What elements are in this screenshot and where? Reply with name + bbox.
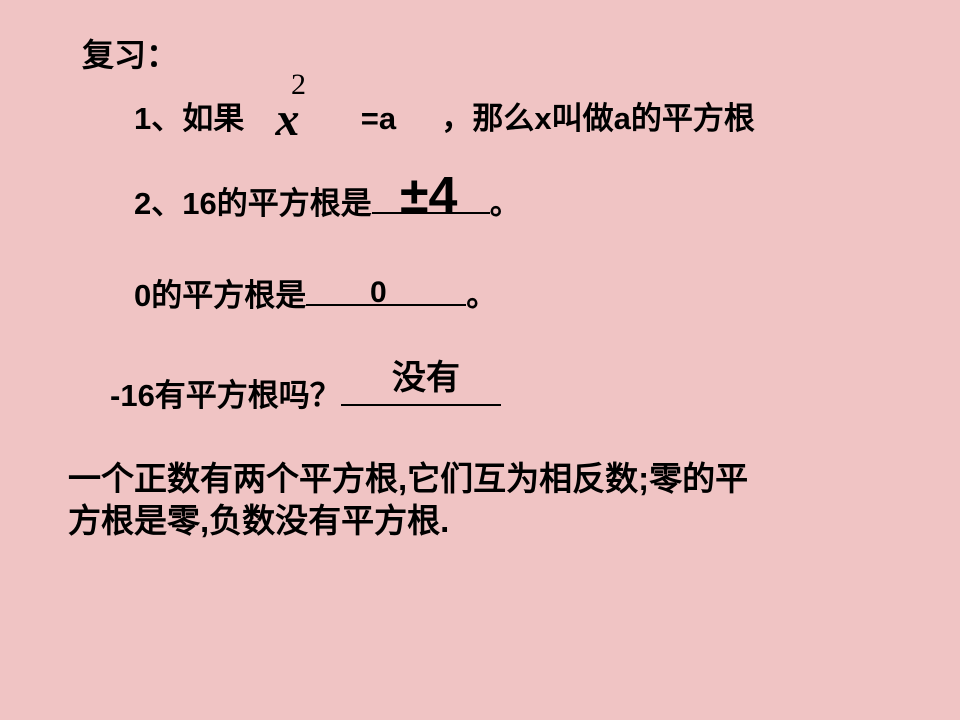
q1-line: 1、如果 x =a ，那么x叫做a的平方根 xyxy=(134,92,755,147)
q2-before: 2、16的平方根是 xyxy=(134,186,372,221)
q2-answer: ±4 xyxy=(400,166,457,226)
q3-before: 0的平方根是 xyxy=(134,278,306,313)
q4-answer: 没有 xyxy=(392,350,460,399)
q4-before: -16有平方根吗？ xyxy=(110,378,341,413)
q2-line: 2、16的平方根是 。 xyxy=(134,178,521,223)
summary-line-2: 方根是零,负数没有平方根. xyxy=(68,494,449,542)
q1-prefix: 1、如果 xyxy=(134,101,244,136)
q1-suffix: ，那么x叫做a的平方根 xyxy=(441,101,754,136)
summary-line-1: 一个正数有两个平方根,它们互为相反数;零的平 xyxy=(68,452,748,500)
q3-answer: 0 xyxy=(370,276,387,310)
q2-after: 。 xyxy=(490,186,521,221)
q3-line: 0的平方根是 。 xyxy=(134,270,497,315)
q1-exponent: 2 xyxy=(291,68,306,102)
review-title: 复习： xyxy=(82,30,178,76)
q3-after: 。 xyxy=(466,278,497,313)
q1-mid: =a xyxy=(361,101,396,136)
